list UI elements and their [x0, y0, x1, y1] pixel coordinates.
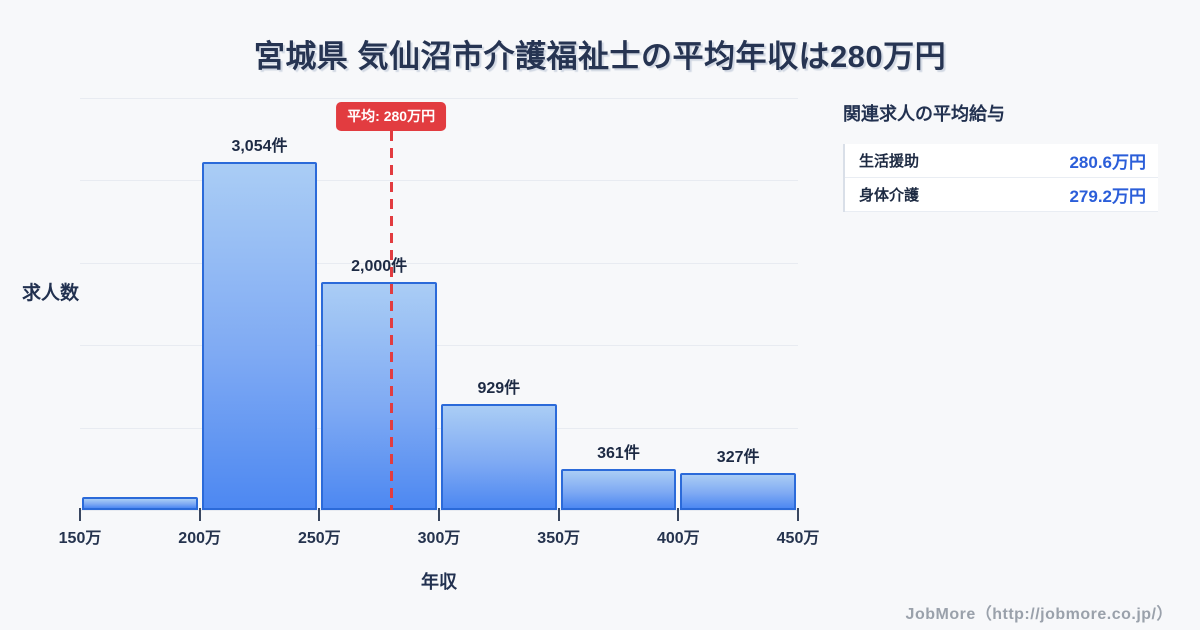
bar-value-label: 2,000件 [351, 258, 408, 276]
related-job-row: 身体介護 279.2万円 [845, 178, 1158, 212]
related-job-label: 身体介護 [859, 187, 920, 204]
x-axis-tick [677, 508, 680, 521]
histogram-bar [201, 162, 318, 510]
related-job-label: 生活援助 [859, 153, 920, 170]
x-axis-tick-label: 350万 [537, 530, 580, 547]
gridline [80, 98, 798, 99]
x-axis-tick-label: 250万 [297, 530, 341, 547]
bar-value-label: 327件 [716, 448, 760, 466]
x-axis-tick [438, 508, 440, 521]
x-axis-tick-label: 300万 [417, 530, 461, 547]
x-axis-tick-label: 450万 [776, 530, 820, 547]
histogram-bar [321, 282, 437, 510]
related-jobs-panel-title: 関連求人の平均給与 [843, 104, 1005, 124]
gridline [80, 345, 798, 347]
bar-value-label: 361件 [597, 444, 640, 462]
related-job-value: 280.6万円 [1069, 153, 1146, 172]
average-dashed-line [389, 131, 393, 510]
x-axis-tick-label: 150万 [58, 530, 102, 547]
histogram-bar [441, 404, 557, 510]
x-axis-tick [198, 508, 201, 521]
histogram-bar [82, 497, 198, 510]
x-axis-tick [318, 508, 321, 521]
salary-histogram: 3,054件 2,000件 929件 361件 327件 [80, 98, 798, 511]
gridline [80, 180, 798, 182]
x-axis-tick-label: 200万 [178, 530, 221, 547]
gridline [80, 262, 798, 264]
x-axis-tick [79, 508, 81, 521]
page-title: 宮城県 気仙沼市介護福祉士の平均年収は280万円 [253, 39, 947, 74]
histogram-bar [680, 472, 796, 510]
average-badge: 平均: 280万円 [336, 102, 447, 131]
x-axis-tick-label: 400万 [656, 530, 700, 547]
y-axis-label: 求人数 [22, 283, 80, 304]
x-axis-tick [557, 508, 560, 521]
credit-text: JobMore（http://jobmore.co.jp/） [905, 606, 1173, 623]
related-job-value: 279.2万円 [1069, 187, 1146, 206]
bar-value-label: 929件 [477, 380, 521, 398]
gridline [80, 427, 798, 429]
bar-value-label: 3,054件 [231, 138, 288, 155]
related-jobs-panel: 生活援助 280.6万円身体介護 279.2万円 [843, 144, 1158, 212]
x-axis-label: 年収 [421, 572, 457, 592]
related-job-row: 生活援助 280.6万円 [845, 144, 1158, 178]
histogram-bar [560, 468, 677, 510]
x-axis-tick [797, 508, 799, 521]
